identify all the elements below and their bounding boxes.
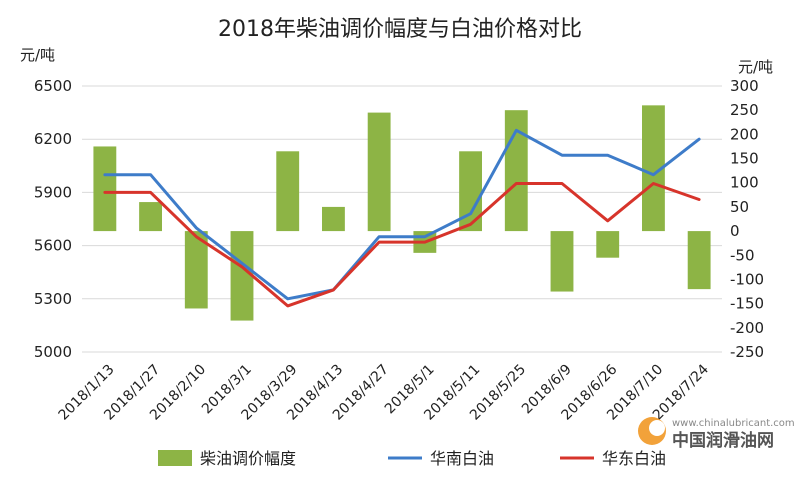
series-line xyxy=(103,182,701,308)
bar xyxy=(550,231,574,292)
right-tick-label: 300 xyxy=(730,77,759,95)
watermark-logo-icon xyxy=(638,417,666,445)
right-axis-unit: 元/吨 xyxy=(738,58,773,76)
left-axis-unit: 元/吨 xyxy=(20,46,55,64)
legend-swatch-bar xyxy=(158,450,192,466)
right-tick-label: -200 xyxy=(730,319,764,337)
right-tick-label: -250 xyxy=(730,343,764,361)
right-tick-label: 100 xyxy=(730,174,759,192)
right-tick-label: -50 xyxy=(730,246,755,264)
x-axis-ticks: 2018/1/132018/1/272018/2/102018/3/12018/… xyxy=(56,361,712,423)
left-axis-ticks: 5000 5300 5600 5900 6200 6500 xyxy=(34,77,72,361)
chart-title: 2018年柴油调价幅度与白油价格对比 xyxy=(218,17,582,42)
bar xyxy=(504,110,528,232)
bar xyxy=(459,151,482,232)
bar xyxy=(184,231,208,309)
legend-label: 华南白油 xyxy=(430,449,494,468)
bar xyxy=(642,105,665,232)
right-tick-label: 200 xyxy=(730,125,759,143)
legend-label: 柴油调价幅度 xyxy=(200,449,296,468)
bar xyxy=(596,231,620,258)
right-tick-label: 250 xyxy=(730,101,759,119)
left-tick-label: 5000 xyxy=(34,343,72,361)
line-series xyxy=(103,128,701,308)
left-tick-label: 5300 xyxy=(34,290,72,308)
right-tick-label: 0 xyxy=(730,222,740,240)
watermark: www.chinalubricant.com 中国润滑油网 xyxy=(638,417,795,451)
right-tick-label: 150 xyxy=(730,150,759,168)
bar xyxy=(230,231,254,321)
series-line xyxy=(103,128,701,301)
right-tick-label: -150 xyxy=(730,295,764,313)
watermark-name: 中国润滑油网 xyxy=(672,430,774,451)
legend: 柴油调价幅度 华南白油 华东白油 xyxy=(158,449,666,468)
legend-label: 华东白油 xyxy=(602,449,666,468)
left-tick-label: 6200 xyxy=(34,130,72,148)
bar xyxy=(139,202,162,232)
left-tick-label: 5600 xyxy=(34,237,72,255)
right-tick-label: -100 xyxy=(730,270,764,288)
bar-series xyxy=(93,105,711,321)
bar xyxy=(322,206,345,232)
bar xyxy=(93,146,117,232)
bar xyxy=(276,151,300,232)
watermark-url: www.chinalubricant.com xyxy=(672,418,795,429)
right-tick-label: 50 xyxy=(730,198,749,216)
left-tick-label: 6500 xyxy=(34,77,72,95)
bar xyxy=(687,231,711,290)
bar xyxy=(367,112,391,232)
right-axis-ticks: -250 -200 -150 -100 -50 0 50 100 150 200 250 300 xyxy=(730,77,764,361)
left-tick-label: 5900 xyxy=(34,183,72,201)
